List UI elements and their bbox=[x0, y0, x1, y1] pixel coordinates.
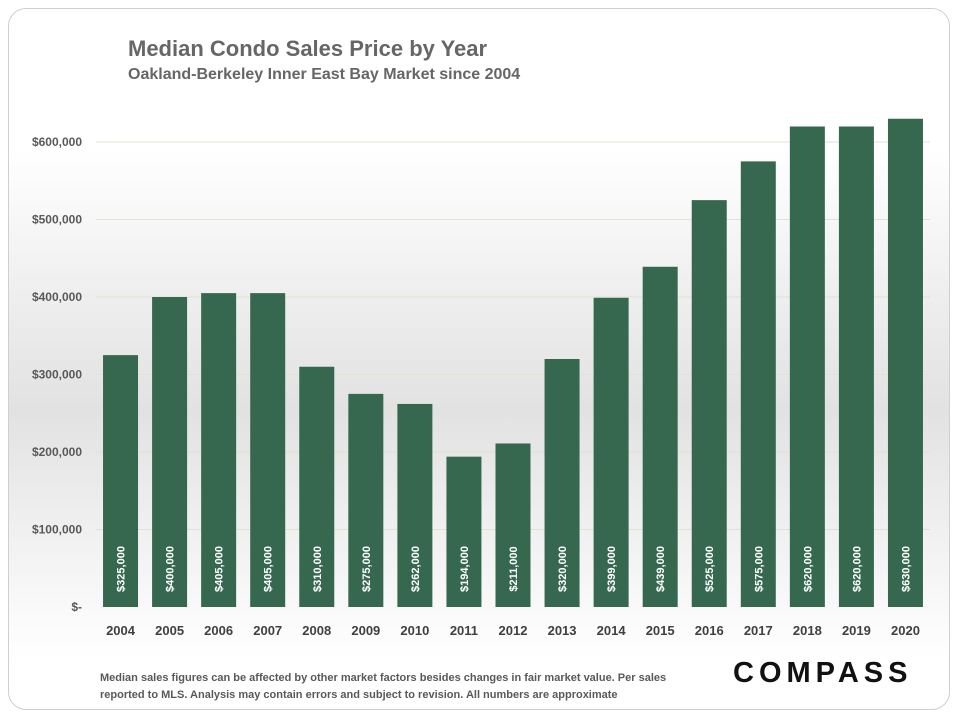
data-label: $275,000 bbox=[361, 546, 373, 592]
data-label: $620,000 bbox=[802, 546, 814, 592]
x-tick-label: 2008 bbox=[302, 623, 331, 638]
x-tick-label: 2010 bbox=[400, 623, 429, 638]
y-tick-label: $- bbox=[71, 600, 82, 614]
x-tick-label: 2018 bbox=[793, 623, 822, 638]
y-tick-label: $600,000 bbox=[32, 135, 82, 149]
compass-logo: COMPASS bbox=[733, 657, 913, 689]
bars bbox=[103, 118, 923, 607]
bar bbox=[446, 456, 482, 607]
data-label: $405,000 bbox=[214, 546, 226, 592]
x-tick-label: 2011 bbox=[450, 623, 478, 638]
bar bbox=[348, 393, 384, 607]
bar bbox=[838, 126, 874, 607]
footnote: Median sales figures can be affected by … bbox=[100, 672, 667, 701]
x-tick-label: 2007 bbox=[253, 623, 282, 638]
bar-chart: $- $100,000 $200,000 $300,000 $400,000 $500,0… bbox=[32, 118, 930, 638]
bar bbox=[642, 266, 678, 607]
bar bbox=[691, 200, 727, 607]
y-axis-ticks: $- $100,000 $200,000 $300,000 $400,000 $500,0… bbox=[32, 135, 82, 614]
x-tick-label: 2016 bbox=[695, 623, 724, 638]
bar bbox=[740, 161, 776, 607]
bar bbox=[397, 403, 433, 607]
bar bbox=[789, 126, 825, 607]
bar bbox=[593, 297, 629, 607]
data-label: $320,000 bbox=[557, 546, 569, 592]
data-label: $405,000 bbox=[263, 546, 275, 592]
x-tick-label: 2017 bbox=[744, 623, 773, 638]
data-label: $194,000 bbox=[459, 546, 471, 592]
x-tick-label: 2019 bbox=[842, 623, 871, 638]
y-tick-label: $400,000 bbox=[32, 290, 82, 304]
bar bbox=[201, 293, 237, 607]
x-tick-label: 2005 bbox=[155, 623, 184, 638]
bar bbox=[250, 293, 286, 607]
data-label: $310,000 bbox=[312, 546, 324, 592]
data-label: $439,000 bbox=[655, 546, 667, 592]
data-label: $575,000 bbox=[753, 546, 765, 592]
bar bbox=[299, 366, 335, 607]
x-tick-label: 2004 bbox=[106, 623, 136, 638]
chart-title: Median Condo Sales Price by Year bbox=[128, 36, 488, 61]
bar bbox=[887, 118, 923, 607]
y-tick-label: $100,000 bbox=[32, 523, 82, 537]
x-tick-label: 2009 bbox=[351, 623, 380, 638]
data-label: $525,000 bbox=[704, 546, 716, 592]
x-tick-label: 2013 bbox=[548, 623, 577, 638]
bar bbox=[544, 359, 580, 607]
x-axis-ticks: 2004 2005 2006 2007 2008 2009 2010 2011 2012 2013… bbox=[106, 623, 920, 638]
x-tick-label: 2012 bbox=[499, 623, 528, 638]
data-label: $399,000 bbox=[606, 546, 618, 592]
data-label: $262,000 bbox=[410, 546, 422, 592]
data-label: $400,000 bbox=[165, 546, 177, 592]
data-labels: $325,000 $400,000 $405,000 $405,000 $310,000… bbox=[116, 546, 913, 592]
x-tick-label: 2014 bbox=[597, 623, 627, 638]
bar bbox=[495, 443, 531, 607]
data-label: $630,000 bbox=[900, 546, 912, 592]
data-label: $211,000 bbox=[508, 546, 520, 591]
bar bbox=[152, 297, 188, 607]
y-tick-label: $200,000 bbox=[32, 445, 82, 459]
chart-subtitle: Oakland-Berkeley Inner East Bay Market s… bbox=[128, 66, 521, 83]
x-tick-label: 2015 bbox=[646, 623, 675, 638]
y-tick-label: $300,000 bbox=[32, 368, 82, 382]
data-label: $620,000 bbox=[851, 546, 863, 592]
bar bbox=[103, 355, 139, 607]
data-label: $325,000 bbox=[116, 546, 128, 592]
y-tick-label: $500,000 bbox=[32, 213, 82, 227]
x-tick-label: 2020 bbox=[891, 623, 920, 638]
x-tick-label: 2006 bbox=[204, 623, 233, 638]
